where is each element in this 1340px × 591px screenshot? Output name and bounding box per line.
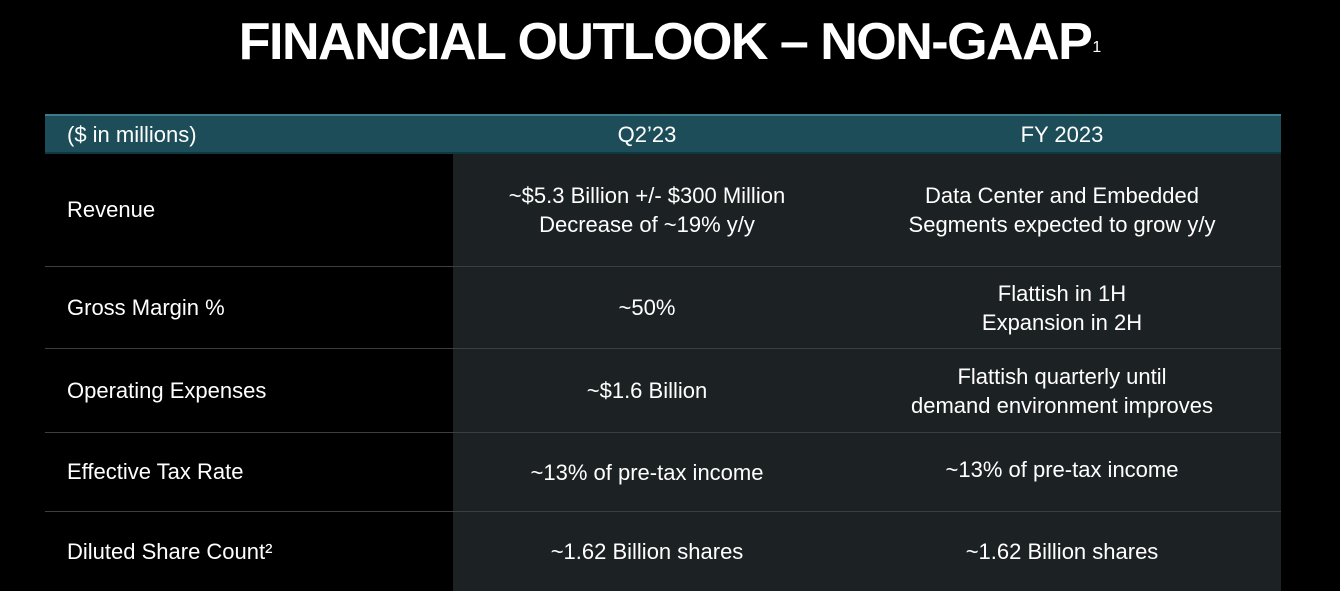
table-row-revenue: Revenue ~$5.3 Billion +/- $300 Million D… (45, 154, 1281, 267)
fy-value-line: Flattish in 1H (997, 280, 1127, 306)
label-cell (45, 433, 453, 511)
fy-value: Flattish quarterly until demand environm… (853, 349, 1271, 432)
fy-value-line: Data Center and Embedded (925, 183, 1199, 208)
page-title-text: FINANCIAL OUTLOOK – NON-GAAP (238, 13, 1093, 71)
fy-value-line: ~1.62 Billion shares (965, 539, 1159, 564)
fy-value-line: demand environment improves (910, 392, 1214, 418)
fy-value-line: Expansion in 2H (981, 309, 1143, 335)
label-cell (45, 349, 453, 432)
q2-value: ~13% of pre-tax income (453, 433, 841, 511)
fy-value: ~1.62 Billion shares (853, 512, 1271, 591)
value-cells-bg (453, 267, 1281, 348)
row-label: Operating Expenses (67, 377, 267, 403)
header-fy-2023: FY 2023 (1020, 122, 1104, 147)
title-footnote-marker: 1 (1092, 39, 1102, 56)
fy-value: Flattish in 1H Expansion in 2H (853, 267, 1271, 348)
row-label: Revenue (67, 197, 156, 222)
page-title: FINANCIAL OUTLOOK – NON-GAAP1 (0, 12, 1340, 72)
q2-value: ~$5.3 Billion +/- $300 Million Decrease … (453, 154, 841, 266)
table-row-effective-tax-rate: Effective Tax Rate ~13% of pre-tax incom… (45, 433, 1281, 512)
table-header: ($ in millions) Q2’23 FY 2023 (45, 114, 1281, 154)
q2-value: ~1.62 Billion shares (453, 512, 841, 591)
value-cells-bg (453, 433, 1281, 511)
table-row-gross-margin: Gross Margin % ~50% Flattish in 1H Expan… (45, 267, 1281, 349)
label-cell (45, 154, 453, 266)
fy-value-line: ~13% of pre-tax income (945, 456, 1179, 482)
outlook-table: ($ in millions) Q2’23 FY 2023 Revenue ~$… (45, 114, 1281, 591)
table-row-operating-expenses: Operating Expenses ~$1.6 Billion Flattis… (45, 349, 1281, 433)
q2-value-line: Decrease of ~19% y/y (539, 212, 755, 237)
fy-value-line: Segments expected to grow y/y (908, 212, 1216, 237)
value-cells-bg (453, 349, 1281, 432)
q2-value: ~$1.6 Billion (453, 349, 841, 432)
row-label: Gross Margin % (67, 294, 225, 320)
header-q2-2023: Q2’23 (617, 122, 677, 147)
q2-value-line: ~$1.6 Billion (586, 378, 708, 403)
label-cell (45, 512, 453, 591)
q2-value-line: ~50% (618, 295, 676, 320)
table-row-diluted-share-count: Diluted Share Count² ~1.62 Billion share… (45, 512, 1281, 591)
q2-value-line: ~$5.3 Billion +/- $300 Million (508, 183, 786, 208)
fy-value-line: Flattish quarterly until (957, 363, 1167, 389)
q2-value: ~50% (453, 267, 841, 348)
value-cells-bg (453, 154, 1281, 266)
value-cells-bg (453, 512, 1281, 591)
header-units: ($ in millions) (67, 122, 197, 147)
row-label: Diluted Share Count² (67, 538, 273, 564)
q2-value-line: ~1.62 Billion shares (550, 539, 744, 564)
row-label: Effective Tax Rate (67, 459, 244, 484)
fy-value: Data Center and Embedded Segments expect… (853, 154, 1271, 266)
label-cell (45, 267, 453, 348)
q2-value-line: ~13% of pre-tax income (530, 459, 764, 485)
fy-value: ~13% of pre-tax income (853, 433, 1271, 511)
